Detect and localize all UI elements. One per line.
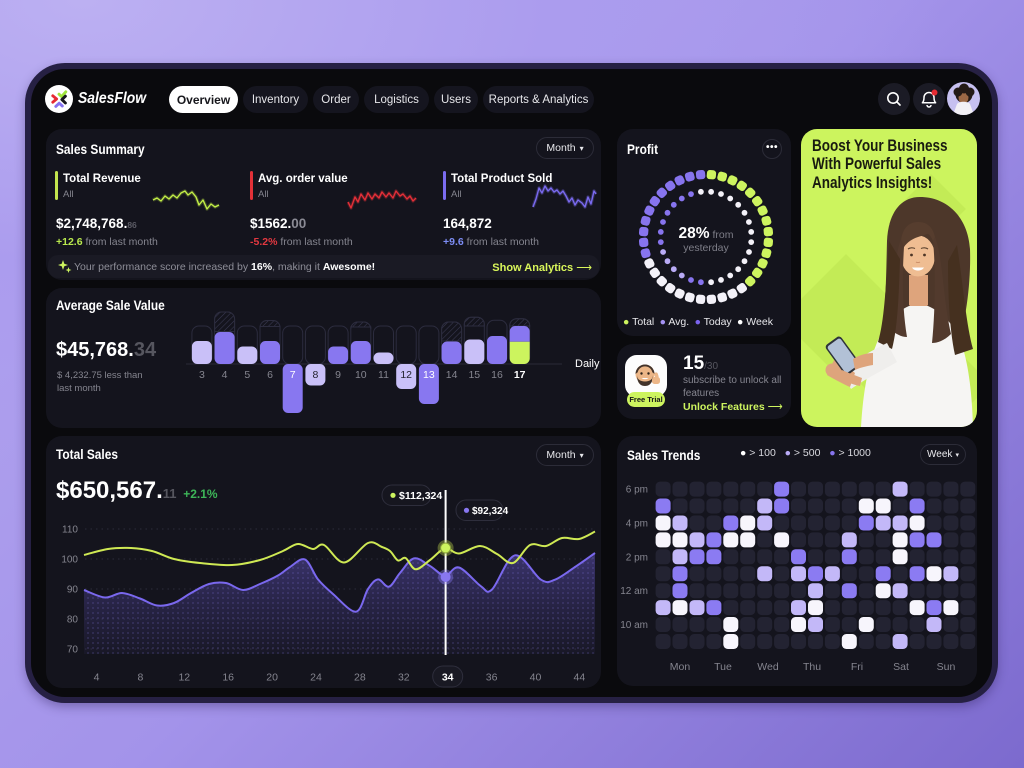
svg-text:100: 100 [61, 555, 78, 566]
svg-text:12: 12 [178, 672, 190, 684]
svg-text:12: 12 [400, 369, 412, 381]
svg-text:70: 70 [67, 645, 79, 656]
svg-text:Fri: Fri [851, 661, 863, 673]
svg-text:3: 3 [199, 369, 205, 381]
svg-text:$112,324: $112,324 [399, 490, 442, 502]
svg-text:28: 28 [354, 672, 366, 684]
svg-text:5: 5 [244, 369, 250, 381]
svg-text:Mon: Mon [670, 661, 691, 673]
svg-text:7: 7 [290, 369, 296, 381]
svg-text:4 pm: 4 pm [626, 519, 648, 530]
svg-text:8: 8 [137, 672, 143, 684]
svg-text:6 pm: 6 pm [626, 485, 648, 496]
svg-text:15: 15 [468, 369, 480, 381]
svg-text:110: 110 [62, 525, 78, 536]
svg-text:34: 34 [442, 672, 454, 684]
svg-text:11: 11 [378, 369, 389, 381]
svg-text:16: 16 [491, 369, 503, 381]
svg-text:24: 24 [310, 672, 322, 684]
svg-text:36: 36 [486, 672, 498, 684]
svg-text:14: 14 [446, 369, 458, 381]
svg-text:Thu: Thu [803, 661, 821, 673]
svg-text:12 am: 12 am [620, 586, 648, 597]
svg-text:44: 44 [574, 672, 586, 684]
svg-text:8: 8 [312, 369, 318, 381]
svg-text:Sun: Sun [937, 661, 956, 673]
svg-text:20: 20 [266, 672, 278, 684]
svg-text:9: 9 [335, 369, 341, 381]
svg-text:4: 4 [222, 369, 228, 381]
svg-text:80: 80 [67, 615, 79, 626]
svg-text:6: 6 [267, 369, 273, 381]
svg-text:13: 13 [423, 369, 435, 381]
svg-text:Sat: Sat [893, 661, 909, 673]
svg-text:2 pm: 2 pm [626, 552, 648, 563]
svg-text:17: 17 [514, 369, 526, 381]
svg-text:32: 32 [398, 672, 410, 684]
svg-text:16: 16 [222, 672, 234, 684]
svg-text:10 am: 10 am [620, 620, 648, 631]
svg-text:10: 10 [355, 369, 367, 381]
svg-text:4: 4 [94, 672, 100, 684]
svg-text:$92,324: $92,324 [472, 506, 509, 517]
svg-text:Wed: Wed [757, 661, 779, 673]
svg-text:Tue: Tue [714, 661, 732, 673]
svg-text:40: 40 [530, 672, 542, 684]
svg-text:90: 90 [67, 585, 79, 596]
